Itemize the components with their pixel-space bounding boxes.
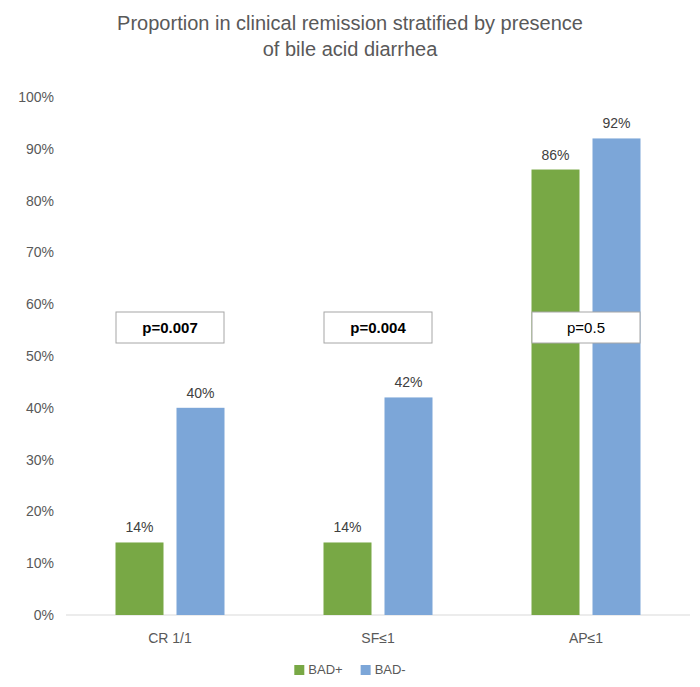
data-label: 92% <box>602 115 630 131</box>
labels: 14% 40% p=0.007 14% 42% p=0.004 86% 92% p=0.5 <box>116 115 640 535</box>
y-tick-label: 60% <box>26 296 54 312</box>
y-tick <box>63 148 66 149</box>
legend-swatch <box>294 665 304 675</box>
y-tick-label: 20% <box>26 503 54 519</box>
annotation: p=0.5 <box>567 319 605 336</box>
y-tick <box>63 97 66 98</box>
x-tick-label: AP≤1 <box>569 630 603 646</box>
y-tick-label: 90% <box>26 141 54 157</box>
legend-swatch <box>361 665 371 675</box>
annotation: p=0.007 <box>142 319 197 336</box>
bar <box>593 138 641 615</box>
bar <box>324 542 372 615</box>
y-tick-label: 100% <box>18 89 54 105</box>
chart: Proportion in clinical remission stratif… <box>0 0 700 687</box>
legend: BAD+ BAD- <box>294 662 405 677</box>
y-tick-label: 30% <box>26 452 54 468</box>
annotation-box <box>532 312 640 343</box>
data-label: 40% <box>186 385 214 401</box>
bar <box>532 170 580 615</box>
y-tick <box>63 200 66 201</box>
bar <box>177 408 225 615</box>
y-tick-label: 40% <box>26 400 54 416</box>
x-tick-label: SF≤1 <box>361 630 395 646</box>
y-tick <box>63 356 66 357</box>
x-tick-label: CR 1/1 <box>148 630 192 646</box>
y-tick-label: 80% <box>26 193 54 209</box>
y-tick <box>63 511 66 512</box>
y-tick <box>63 252 66 253</box>
y-tick <box>63 407 66 408</box>
title: Proportion in clinical remission stratif… <box>117 12 583 60</box>
annotation-box <box>116 312 224 343</box>
y-tick <box>63 563 66 564</box>
y-tick-label: 0% <box>34 607 54 623</box>
y-tick-label: 50% <box>26 348 54 364</box>
annotation: p=0.004 <box>350 319 406 336</box>
data-label: 14% <box>333 519 361 535</box>
data-label: 14% <box>125 519 153 535</box>
legend-item: BAD- <box>361 662 406 677</box>
legend-label: BAD- <box>375 662 406 677</box>
y-tick <box>63 615 66 616</box>
data-label: 42% <box>394 374 422 390</box>
annotation-box <box>324 312 432 343</box>
bar <box>385 397 433 615</box>
y-tick <box>63 304 66 305</box>
bar <box>116 542 164 615</box>
legend-label: BAD+ <box>308 662 342 677</box>
y-tick <box>63 459 66 460</box>
bars <box>116 138 641 615</box>
data-label: 86% <box>541 147 569 163</box>
y-tick-label: 70% <box>26 244 54 260</box>
y-tick-label: 10% <box>26 555 54 571</box>
legend-item: BAD+ <box>294 662 342 677</box>
